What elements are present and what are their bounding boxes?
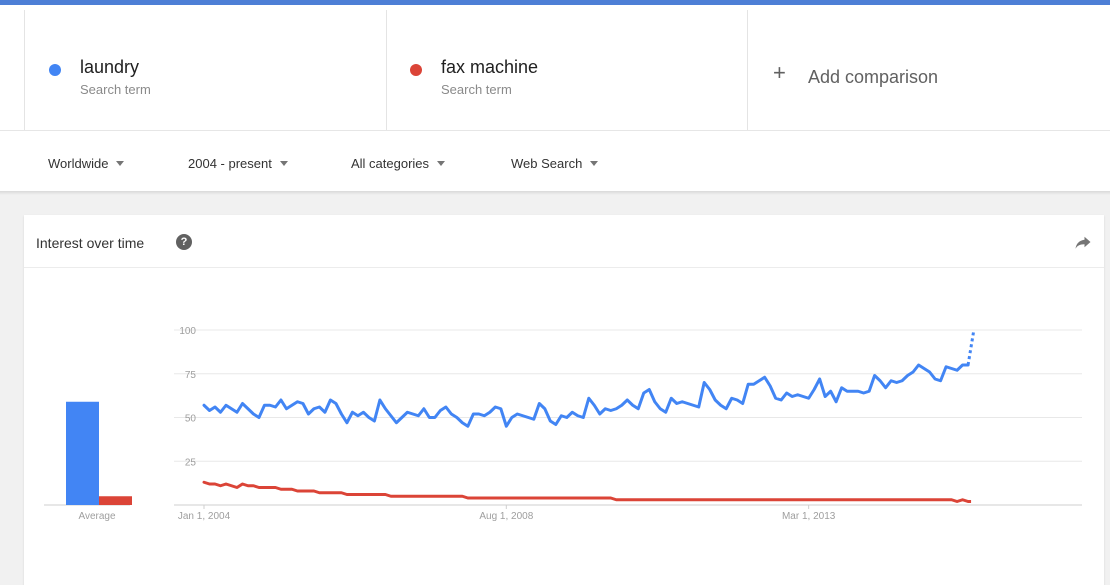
- average-label: Average: [78, 511, 116, 522]
- filter-label: All categories: [351, 156, 430, 171]
- add-comparison-label: Add comparison: [808, 67, 939, 87]
- filter-label: Worldwide: [48, 156, 109, 171]
- filter-search-type-dropdown[interactable]: Web Search: [511, 156, 599, 171]
- filter-bar: Worldwide 2004 - present All categories …: [0, 131, 1110, 191]
- filter-time-dropdown[interactable]: 2004 - present: [188, 156, 288, 171]
- dropdown-caret-icon: [279, 161, 288, 166]
- search-term-subtitle: Search term: [441, 82, 512, 97]
- search-term-card-fax-machine[interactable]: fax machine Search term: [386, 10, 748, 130]
- average-bar: [66, 401, 99, 505]
- dropdown-caret-icon: [116, 161, 125, 166]
- search-terms-bar: laundry Search term fax machine Search t…: [0, 5, 1110, 130]
- series-partial-segment: [966, 331, 976, 366]
- series-color-dot: [49, 64, 61, 76]
- share-icon[interactable]: [1074, 233, 1092, 251]
- dropdown-caret-icon: [590, 161, 599, 166]
- y-tick-label: 75: [185, 370, 197, 381]
- panel-divider: [24, 267, 1104, 268]
- add-comparison-button[interactable]: + Add comparison: [748, 10, 1109, 130]
- divider: [0, 130, 1110, 131]
- series-line: [202, 480, 970, 503]
- search-term-subtitle: Search term: [80, 82, 151, 97]
- average-bar: [99, 496, 132, 505]
- help-icon[interactable]: ?: [176, 234, 192, 250]
- dropdown-caret-icon: [437, 161, 446, 166]
- search-term-card-laundry[interactable]: laundry Search term: [24, 10, 387, 130]
- interest-over-time-panel: Interest over time ? 25 50 75 100 Jan 1, 200…: [24, 215, 1104, 585]
- interest-chart: 25 50 75 100 Jan 1, 2004 Aug 1, 2008 Mar 1, 20…: [44, 326, 1082, 522]
- x-tick-label: Aug 1, 2008: [479, 511, 533, 522]
- filter-bar-shadow: [0, 191, 1110, 195]
- search-term-name[interactable]: fax machine: [441, 57, 539, 77]
- x-tick-label: Jan 1, 2004: [178, 511, 231, 522]
- series-line: [202, 363, 970, 428]
- plus-icon: +: [773, 60, 786, 85]
- filter-label: Web Search: [511, 156, 583, 171]
- search-term-name[interactable]: laundry: [80, 57, 140, 77]
- top-accent-bar: [0, 0, 1110, 5]
- y-tick-label: 100: [179, 326, 196, 337]
- filter-category-dropdown[interactable]: All categories: [351, 156, 446, 171]
- filter-region-dropdown[interactable]: Worldwide: [48, 156, 125, 171]
- x-tick-label: Mar 1, 2013: [782, 511, 836, 522]
- y-tick-label: 50: [185, 414, 197, 425]
- y-tick-label: 25: [185, 457, 197, 468]
- filter-label: 2004 - present: [188, 156, 272, 171]
- panel-title: Interest over time: [36, 235, 145, 251]
- series-color-dot: [410, 64, 422, 76]
